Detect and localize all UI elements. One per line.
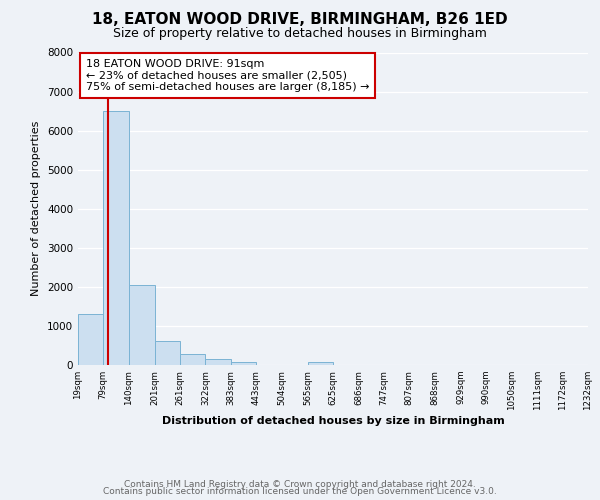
Bar — [155, 341, 180, 365]
Text: Contains public sector information licensed under the Open Government Licence v3: Contains public sector information licen… — [103, 488, 497, 496]
Text: Contains HM Land Registry data © Crown copyright and database right 2024.: Contains HM Land Registry data © Crown c… — [124, 480, 476, 489]
X-axis label: Distribution of detached houses by size in Birmingham: Distribution of detached houses by size … — [161, 416, 505, 426]
Y-axis label: Number of detached properties: Number of detached properties — [31, 121, 41, 296]
Bar — [308, 362, 333, 365]
Text: Size of property relative to detached houses in Birmingham: Size of property relative to detached ho… — [113, 28, 487, 40]
Bar — [78, 314, 103, 365]
Bar — [103, 111, 129, 365]
Text: 18 EATON WOOD DRIVE: 91sqm
← 23% of detached houses are smaller (2,505)
75% of s: 18 EATON WOOD DRIVE: 91sqm ← 23% of deta… — [86, 58, 369, 92]
Text: 18, EATON WOOD DRIVE, BIRMINGHAM, B26 1ED: 18, EATON WOOD DRIVE, BIRMINGHAM, B26 1E… — [92, 12, 508, 28]
Bar — [231, 362, 256, 365]
Bar — [180, 354, 205, 365]
Bar — [205, 359, 231, 365]
Bar — [129, 285, 155, 365]
